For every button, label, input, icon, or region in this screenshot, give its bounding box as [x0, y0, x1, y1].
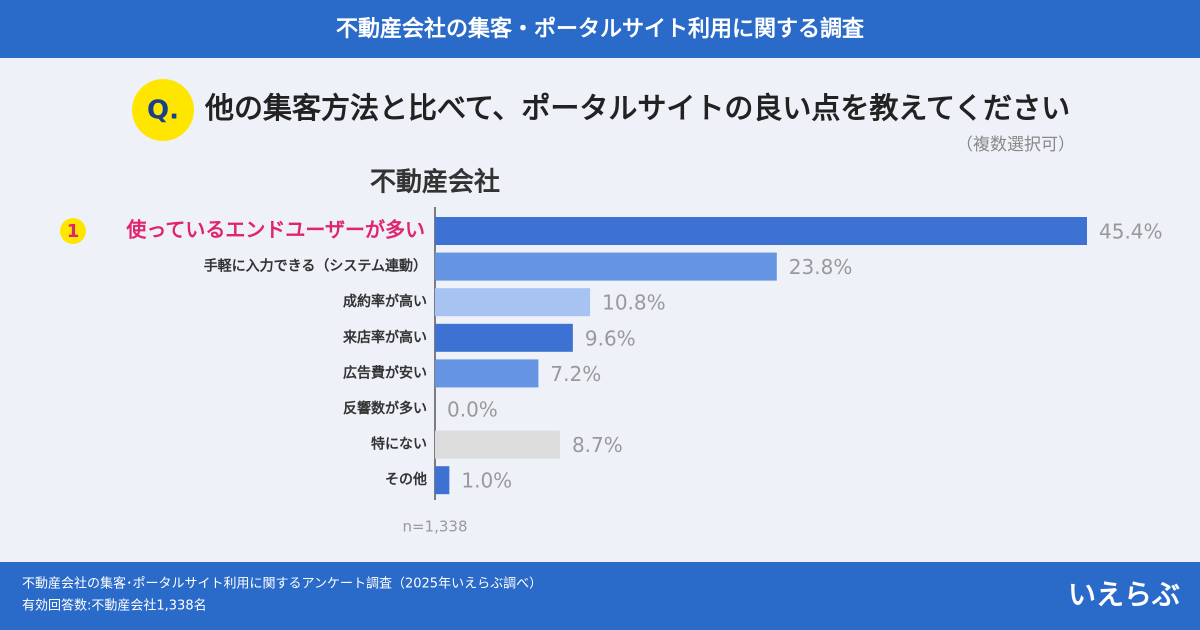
chart-title: 不動産会社	[370, 167, 500, 198]
value-label: 9.6%	[585, 326, 636, 350]
value-label: 0.0%	[447, 398, 498, 422]
header-bar	[0, 0, 1200, 58]
bar	[435, 466, 450, 495]
footer-line: 有効回答数:不動産会社1,338名	[22, 598, 207, 614]
category-label: その他	[385, 471, 427, 488]
value-label: 7.2%	[550, 362, 601, 386]
rank-label: 1	[67, 221, 80, 242]
bar	[435, 252, 777, 281]
bar	[435, 323, 573, 352]
value-label: 23.8%	[789, 255, 853, 279]
question-badge	[132, 79, 194, 141]
category-label: 広告費が安い	[343, 364, 427, 381]
category-label: 来店率が高い	[342, 329, 427, 346]
footer-line: 不動産会社の集客･ポータルサイト利用に関するアンケート調査（2025年いえらぶ調…	[22, 576, 542, 592]
category-label: 成約率が高い	[343, 293, 427, 310]
value-label: 45.4%	[1099, 220, 1163, 244]
bar	[435, 430, 560, 459]
sample-note: n=1,338	[402, 518, 467, 536]
logo: いえらぶ	[1068, 578, 1180, 611]
category-label: 手軽に入力できる（システム連動）	[204, 258, 427, 275]
footer-bar	[0, 562, 1200, 630]
rank-badge	[60, 218, 86, 244]
bar	[435, 217, 1087, 245]
value-label: 10.8%	[602, 291, 666, 315]
category-label: 特にない	[371, 436, 427, 453]
bar	[435, 288, 591, 317]
value-label: 1.0%	[461, 469, 512, 493]
category-label: 反響数が多い	[343, 400, 427, 417]
category-label: 使っているエンドユーザーが多い	[125, 218, 425, 242]
question-label: Q.	[147, 96, 179, 126]
header-title: 不動産会社の集客・ポータルサイト利用に関する調査	[336, 16, 865, 42]
question-text: 他の集客方法と比べて、ポータルサイトの良い点を教えてください	[204, 91, 1070, 125]
bar	[435, 359, 539, 388]
value-label: 8.7%	[572, 433, 623, 457]
question-note: （複数選択可）	[956, 135, 1075, 155]
